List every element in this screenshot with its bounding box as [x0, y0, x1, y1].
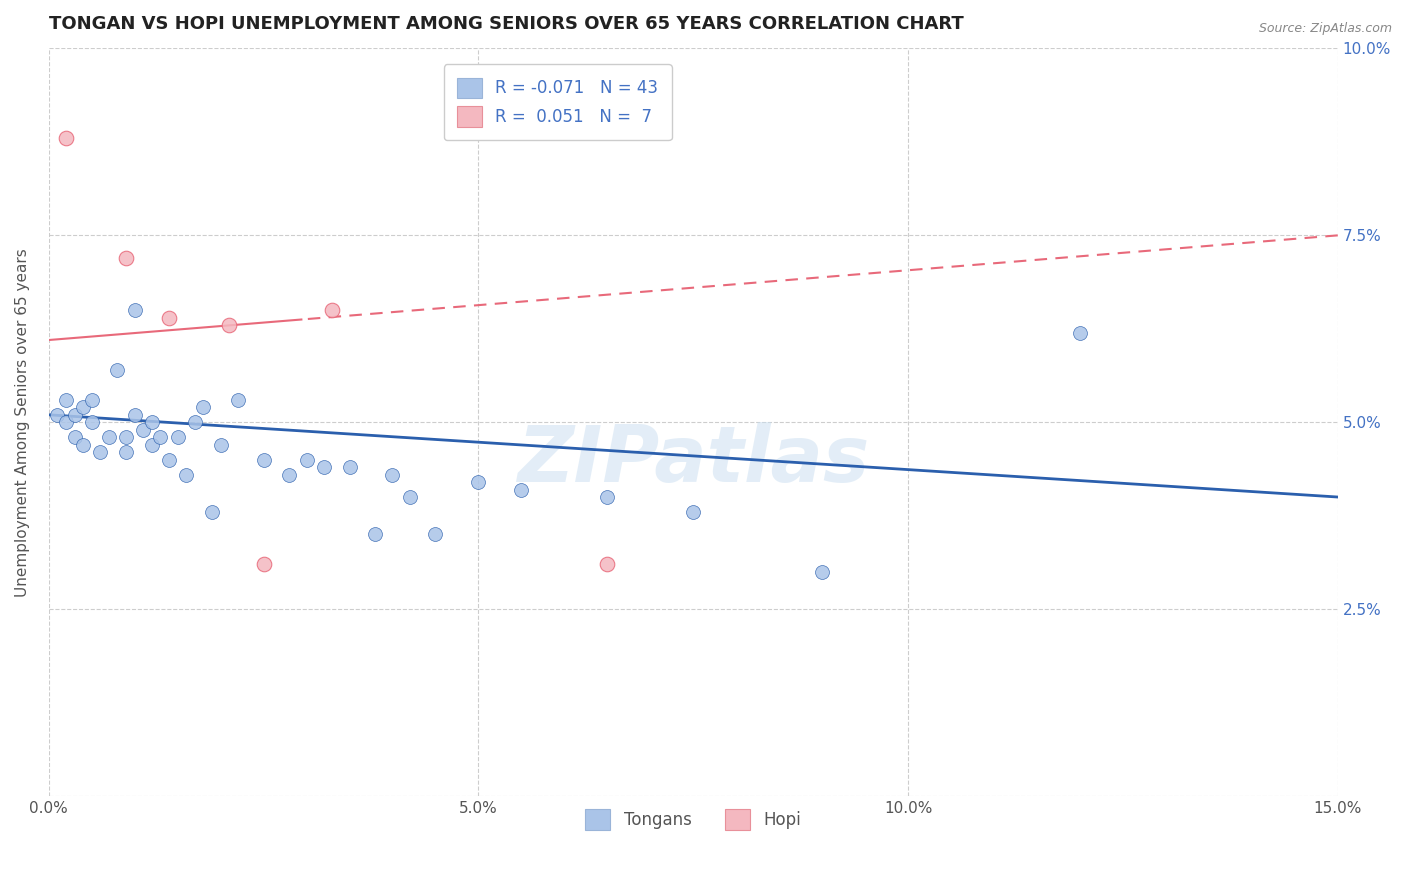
Legend: Tongans, Hopi: Tongans, Hopi	[579, 803, 807, 837]
Point	[174, 467, 197, 482]
Point	[124, 303, 146, 318]
Point	[398, 490, 420, 504]
Point	[278, 467, 301, 482]
Point	[467, 475, 489, 489]
Point	[97, 430, 120, 444]
Text: ZIPatlas: ZIPatlas	[517, 422, 869, 498]
Point	[226, 392, 249, 407]
Point	[115, 445, 138, 459]
Point	[811, 565, 834, 579]
Point	[1069, 326, 1091, 340]
Point	[107, 363, 129, 377]
Point	[141, 438, 163, 452]
Point	[321, 303, 343, 318]
Point	[252, 558, 274, 572]
Point	[209, 438, 232, 452]
Point	[184, 415, 207, 429]
Point	[124, 408, 146, 422]
Point	[166, 430, 188, 444]
Point	[381, 467, 404, 482]
Point	[339, 460, 361, 475]
Point	[72, 401, 94, 415]
Point	[364, 527, 387, 541]
Point	[141, 415, 163, 429]
Point	[596, 558, 619, 572]
Point	[72, 438, 94, 452]
Point	[55, 392, 77, 407]
Point	[46, 408, 69, 422]
Text: TONGAN VS HOPI UNEMPLOYMENT AMONG SENIORS OVER 65 YEARS CORRELATION CHART: TONGAN VS HOPI UNEMPLOYMENT AMONG SENIOR…	[49, 15, 963, 33]
Point	[149, 430, 172, 444]
Point	[201, 505, 224, 519]
Point	[80, 392, 103, 407]
Point	[218, 318, 240, 332]
Point	[115, 251, 138, 265]
Text: Source: ZipAtlas.com: Source: ZipAtlas.com	[1258, 22, 1392, 36]
Point	[89, 445, 111, 459]
Point	[55, 131, 77, 145]
Point	[115, 430, 138, 444]
Point	[510, 483, 533, 497]
Point	[425, 527, 447, 541]
Point	[193, 401, 215, 415]
Point	[157, 452, 180, 467]
Point	[132, 423, 155, 437]
Y-axis label: Unemployment Among Seniors over 65 years: Unemployment Among Seniors over 65 years	[15, 248, 30, 597]
Point	[682, 505, 704, 519]
Point	[596, 490, 619, 504]
Point	[157, 310, 180, 325]
Point	[63, 430, 86, 444]
Point	[312, 460, 335, 475]
Point	[295, 452, 318, 467]
Point	[80, 415, 103, 429]
Point	[63, 408, 86, 422]
Point	[252, 452, 274, 467]
Point	[55, 415, 77, 429]
